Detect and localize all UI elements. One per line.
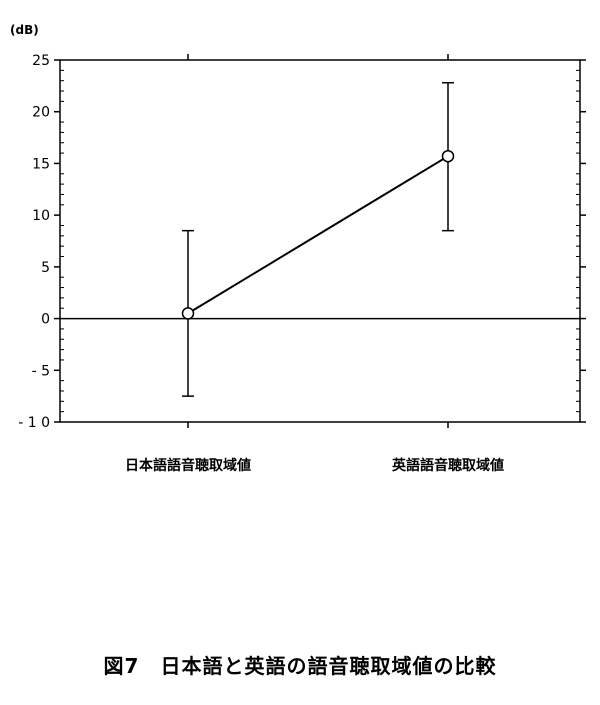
category-label: 日本語語音聴取域値 bbox=[125, 457, 251, 474]
series-line bbox=[187, 155, 449, 315]
y-tick-label: 5 bbox=[41, 260, 50, 276]
y-tick-label: - 1 0 bbox=[18, 415, 50, 431]
data-point bbox=[441, 149, 455, 163]
category-labels: 日本語語音聴取域値 英語語音聴取域値 bbox=[125, 457, 504, 474]
y-tick-label: 0 bbox=[41, 312, 50, 328]
y-tick-label: 25 bbox=[32, 53, 50, 69]
figure-caption: 図7 日本語と英語の語音聴取域値の比較 bbox=[103, 654, 497, 678]
series-group bbox=[181, 82, 455, 397]
category-label: 英語語音聴取域値 bbox=[391, 457, 504, 474]
y-axis: 25 20 15 10 5 0 - 5 - 1 0 bbox=[18, 53, 586, 431]
data-point bbox=[181, 307, 195, 320]
y-tick-label: - 5 bbox=[32, 363, 50, 379]
y-tick-label: 15 bbox=[32, 156, 50, 172]
y-tick-label: 10 bbox=[32, 208, 50, 224]
plot-frame bbox=[59, 59, 581, 423]
x-axis bbox=[187, 54, 449, 428]
y-tick-label: 20 bbox=[32, 105, 50, 121]
y-unit-label: (dB) bbox=[10, 23, 39, 37]
